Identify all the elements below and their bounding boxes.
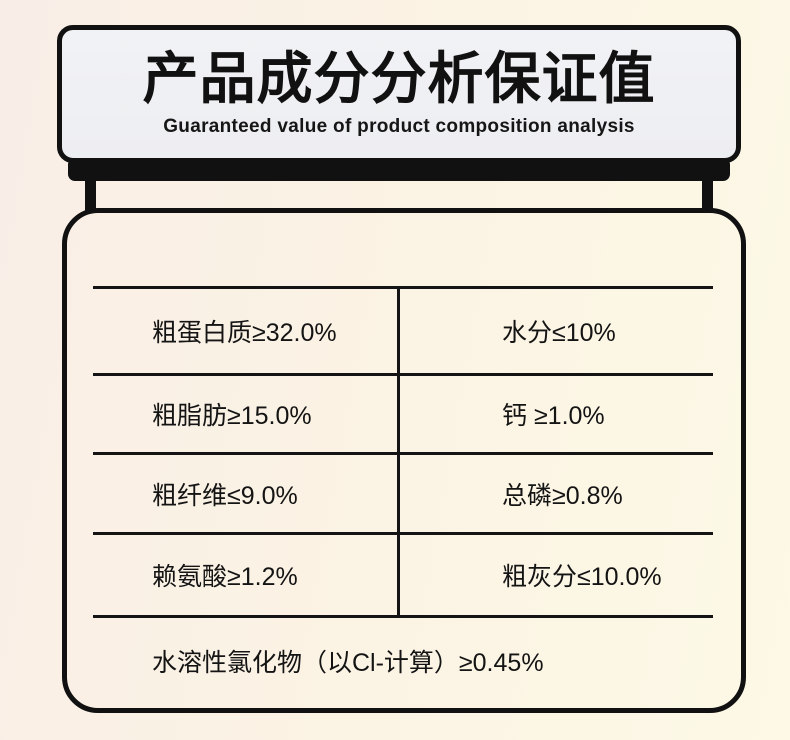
composition-table: 粗蛋白质≥32.0% 水分≤10% 粗脂肪≥15.0% 钙 ≥1.0% 粗纤维≤… <box>93 286 713 618</box>
hanger-post-right <box>702 179 713 213</box>
page-title: 产品成分分析保证值 <box>142 46 656 110</box>
table-cell-crude-ash: 粗灰分≤10.0% <box>502 563 662 591</box>
composition-board: 粗蛋白质≥32.0% 水分≤10% 粗脂肪≥15.0% 钙 ≥1.0% 粗纤维≤… <box>62 208 746 713</box>
table-cell-crude-protein: 粗蛋白质≥32.0% <box>93 289 400 376</box>
table-cell-moisture: 水分≤10% <box>400 289 713 376</box>
hanger-bar <box>68 161 730 181</box>
table-footer-chloride: 水溶性氯化物（以Cl-计算）≥0.45% <box>152 649 544 677</box>
hanger-post-left <box>85 179 96 213</box>
table-cell-lysine: 赖氨酸≥1.2% <box>93 535 400 615</box>
page-subtitle: Guaranteed value of product composition … <box>163 115 635 137</box>
table-cell-crude-fiber: 粗纤维≤9.0% <box>93 455 400 535</box>
table-cell-crude-fat: 粗脂肪≥15.0% <box>93 376 400 455</box>
header-sign: 产品成分分析保证值 Guaranteed value of product co… <box>57 25 741 163</box>
table-cell-total-phosphorus: 总磷≥0.8% <box>400 455 713 535</box>
table-cell-calcium: 钙 ≥1.0% <box>400 376 713 455</box>
